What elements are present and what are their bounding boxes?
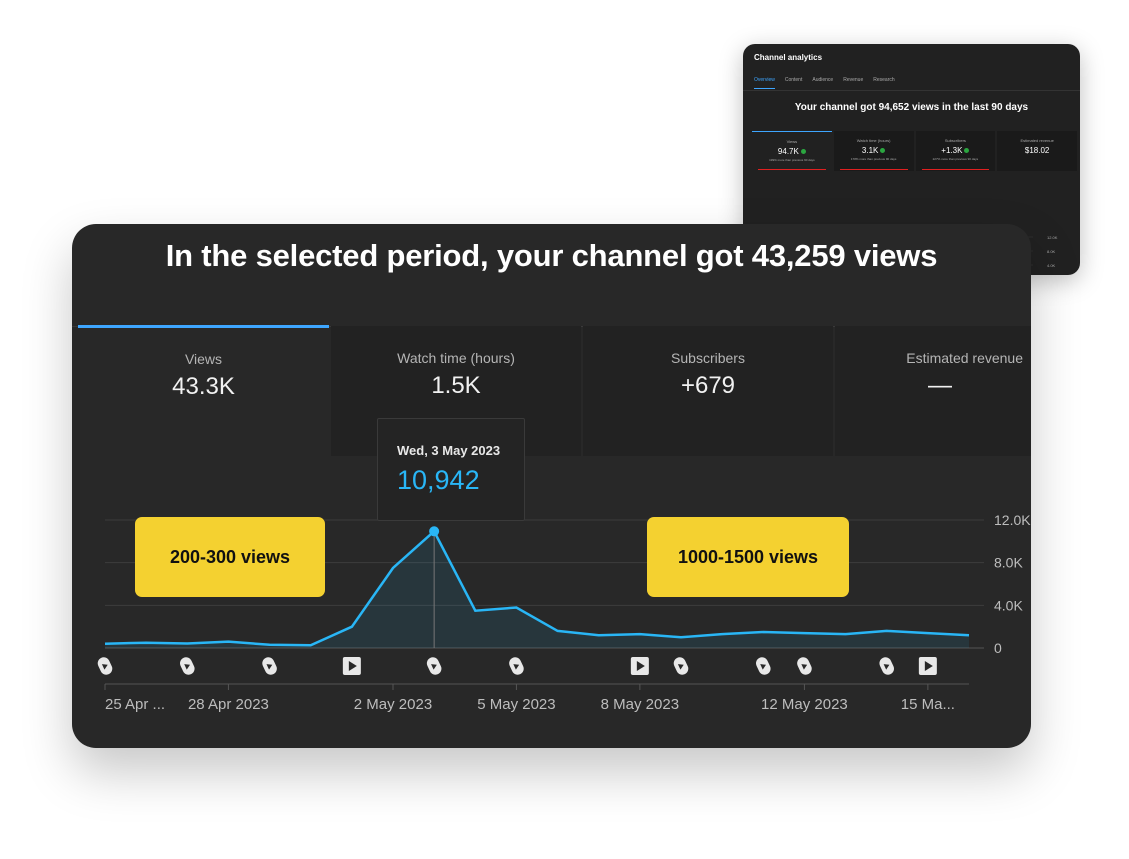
analytics-tabs: Overview Content Audience Revenue Resear… — [754, 77, 895, 89]
red-underline — [758, 168, 826, 170]
metric-value: 1.5K — [431, 372, 481, 399]
metric-value: 43.3K — [172, 373, 235, 400]
short-upload-icon[interactable] — [754, 655, 772, 676]
chart-tooltip: Wed, 3 May 2023 10,942 — [377, 418, 525, 521]
metric-card-revenue[interactable]: Estimated revenue $18.02 — [997, 131, 1077, 171]
short-upload-icon[interactable] — [672, 655, 690, 676]
x-axis-ticks: 25 Apr ... 28 Apr 2023 2 May 2023 5 May 202… — [104, 684, 955, 713]
x-tick-label: 2 May 2023 — [354, 696, 432, 713]
mini-y-tick: 12.0K — [1047, 235, 1058, 240]
metric-value: +1.3K — [941, 146, 963, 155]
x-tick-label: 5 May 2023 — [477, 696, 555, 713]
upload-markers — [96, 655, 937, 676]
metric-value: 94.7K — [777, 147, 799, 156]
mini-y-tick: 8.0K — [1047, 249, 1056, 254]
hover-point[interactable] — [429, 526, 440, 537]
metric-value: $18.02 — [1024, 146, 1050, 155]
video-upload-icon[interactable] — [918, 657, 937, 675]
metric-tab-subscribers[interactable]: Subscribers +679 — [583, 326, 833, 456]
metric-note: 227% more than previous 90 days — [932, 157, 979, 161]
short-upload-icon[interactable] — [795, 655, 813, 676]
tabs-divider — [743, 90, 1080, 91]
trend-up-icon — [800, 149, 806, 155]
metric-value: +679 — [680, 372, 736, 399]
views-line-chart[interactable]: 12.0K 8.0K 4.0K 0 25 Apr ... 28 Apr 2023 2 Ma… — [72, 224, 1031, 748]
trend-up-icon — [964, 148, 970, 154]
tooltip-value: 10,942 — [397, 465, 480, 495]
tab-overview[interactable]: Overview — [754, 77, 775, 89]
metric-card-subscribers[interactable]: Subscribers +1.3K 227% more than previou… — [915, 131, 996, 171]
tooltip-date: Wed, 3 May 2023 — [397, 443, 501, 458]
metric-tab-views[interactable]: Views 43.3K — [78, 325, 329, 458]
tab-audience[interactable]: Audience — [812, 77, 834, 83]
short-upload-icon[interactable] — [507, 655, 525, 676]
views-area-fill — [105, 531, 969, 648]
metric-value: — — [928, 372, 952, 399]
red-underline — [921, 168, 990, 170]
views-summary-heading: In the selected period, your channel got… — [165, 238, 938, 273]
channel-analytics-title: Channel analytics — [754, 53, 823, 62]
metric-card-watch-time[interactable]: Watch time (hours) 3.1K 178% more than p… — [833, 131, 914, 171]
tab-revenue[interactable]: Revenue — [843, 77, 864, 83]
metric-label: Subscribers — [944, 138, 966, 143]
metric-label: Watch time (hours) — [397, 350, 515, 366]
y-tick-label: 12.0K — [994, 512, 1031, 528]
metric-label: Subscribers — [671, 350, 745, 366]
y-tick-label: 4.0K — [994, 597, 1023, 613]
x-tick-label: 15 Ma... — [901, 696, 955, 713]
short-upload-icon[interactable] — [425, 655, 443, 676]
metric-tab-watch-time[interactable]: Watch time (hours) 1.5K — [331, 326, 581, 456]
y-tick-label: 8.0K — [994, 555, 1023, 571]
metric-tab-estimated-revenue[interactable]: Estimated revenue — — [835, 326, 1031, 456]
metric-label: Views — [184, 351, 223, 367]
views-series-line — [104, 529, 970, 647]
tab-content[interactable]: Content — [784, 77, 803, 83]
y-tick-label: 0 — [994, 640, 1002, 656]
metric-card-views[interactable]: Views 94.7K 199% more than previous 90 d… — [752, 131, 832, 171]
short-upload-icon[interactable] — [260, 655, 278, 676]
metric-label: Estimated revenue — [1020, 138, 1054, 143]
short-upload-icon[interactable] — [178, 655, 196, 676]
x-tick-label: 8 May 2023 — [601, 696, 679, 713]
metric-label: Views — [786, 139, 798, 144]
short-upload-icon[interactable] — [96, 655, 114, 676]
y-axis-ticks: 12.0K 8.0K 4.0K 0 — [994, 512, 1031, 656]
x-tick-label: 12 May 2023 — [761, 696, 848, 713]
mini-y-tick: 4.0K — [1047, 263, 1056, 268]
metric-note: 199% more than previous 90 days — [769, 158, 815, 162]
video-upload-icon[interactable] — [342, 657, 361, 675]
short-upload-icon[interactable] — [877, 655, 895, 676]
views-analytics-card: In the selected period, your channel got… — [72, 224, 1031, 748]
red-underline — [839, 168, 908, 170]
tab-research[interactable]: Research — [873, 77, 895, 83]
metric-label: Watch time (hours) — [856, 138, 891, 143]
annotation-high-views: 1000-1500 views — [647, 517, 849, 597]
trend-up-icon — [880, 148, 886, 154]
summary-heading: Your channel got 94,652 views in the las… — [794, 102, 1029, 113]
annotation-low-views: 200-300 views — [135, 517, 325, 597]
metric-cards: Views 94.7K 199% more than previous 90 d… — [752, 131, 1077, 171]
x-tick-label: 28 Apr 2023 — [188, 696, 269, 713]
metric-value: 3.1K — [861, 146, 879, 155]
metric-note: 178% more than previous 90 days — [850, 157, 897, 161]
video-upload-icon[interactable] — [630, 657, 649, 675]
x-tick-label: 25 Apr ... — [105, 696, 165, 713]
metric-label: Estimated revenue — [906, 350, 1023, 366]
